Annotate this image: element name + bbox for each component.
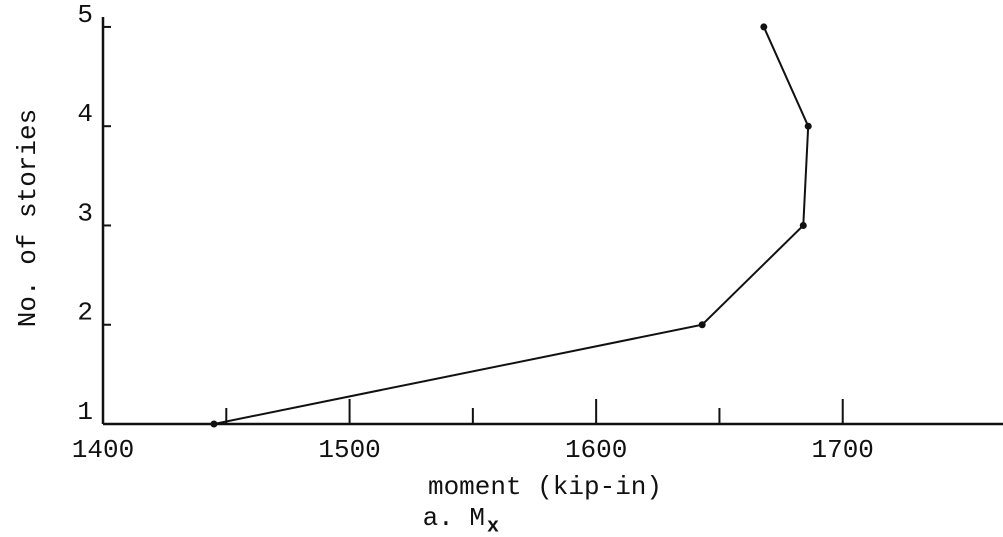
data-point: [760, 23, 768, 31]
x-axis-label: moment (kip-in): [428, 472, 662, 502]
data-point: [804, 122, 812, 130]
y-axis-label: No. of stories: [13, 109, 43, 327]
data-point: [210, 420, 218, 428]
x-tick-label: 1600: [565, 435, 627, 465]
data-point: [698, 321, 706, 329]
y-tick-label: 3: [77, 198, 93, 228]
x-tick-label: 1500: [318, 435, 380, 465]
x-tick-label: 1400: [72, 435, 134, 465]
data-line: [213, 26, 810, 425]
caption: a. M: [423, 503, 485, 533]
data-point: [799, 221, 807, 229]
y-tick-label: 4: [77, 99, 93, 129]
y-tick-label: 5: [77, 0, 93, 30]
caption-subscript: x: [487, 515, 499, 537]
y-tick-label: 1: [77, 397, 93, 427]
x-tick-label: 1700: [812, 435, 874, 465]
y-tick-label: 2: [77, 298, 93, 328]
